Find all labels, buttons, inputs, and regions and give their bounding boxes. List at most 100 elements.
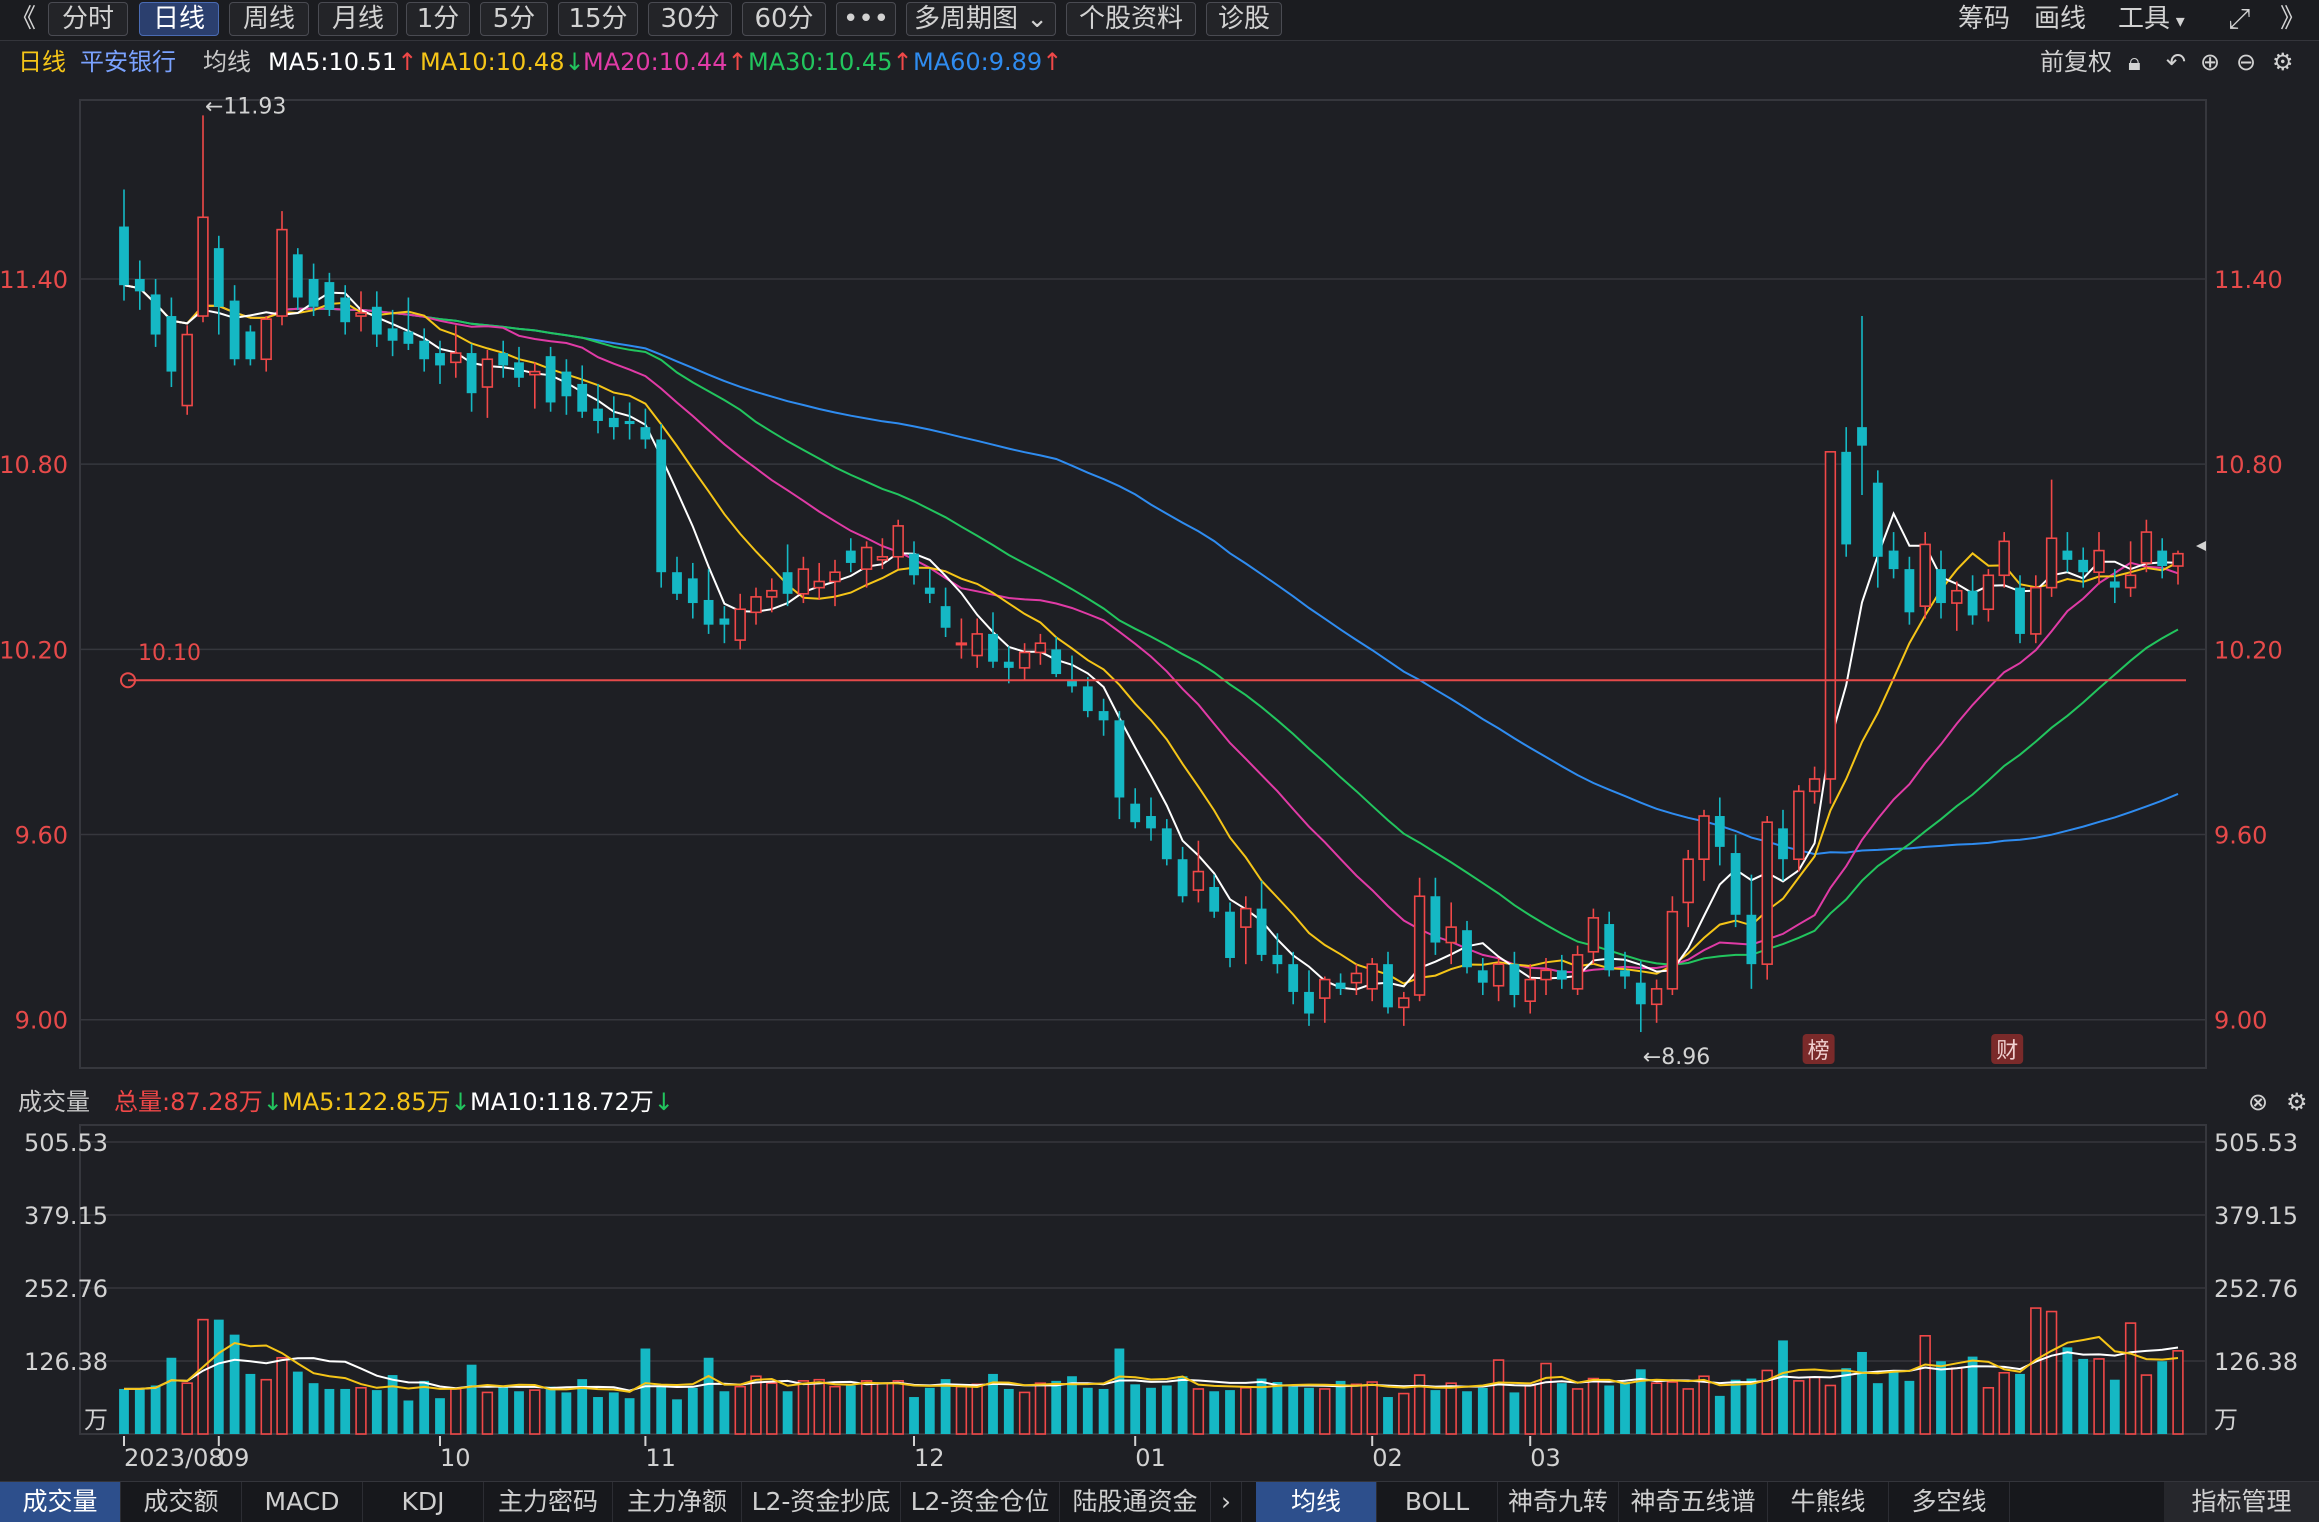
volume-bar: [181, 1382, 193, 1435]
candle-body: [782, 572, 793, 594]
fullscreen-icon[interactable]: ⤢: [2228, 2, 2251, 35]
high-price-label: ←11.93: [205, 94, 286, 119]
candle: [892, 519, 904, 570]
lock-icon[interactable]: 🔒︎: [2128, 48, 2141, 76]
settings-gear-icon[interactable]: ⚙: [2286, 1088, 2308, 1116]
period-tab-5min[interactable]: 5分: [480, 2, 548, 36]
close-panel-icon[interactable]: ⊗: [2248, 1088, 2269, 1116]
candle-body: [1524, 978, 1536, 1002]
settings-gear-icon[interactable]: ⚙: [2272, 48, 2294, 76]
volume-bar: [577, 1379, 588, 1434]
volume-bar: [197, 1318, 209, 1435]
period-toolbar: 《 分时 日线 周线 月线 1分 5分 15分 30分 60分 ••• 多周期图…: [0, 0, 2319, 41]
tab-main-force-net[interactable]: 主力净额: [613, 1482, 742, 1522]
candle: [1936, 550, 1946, 619]
volume-title[interactable]: 成交量: [18, 1088, 90, 1116]
candle: [1698, 809, 1710, 881]
period-tab-1min[interactable]: 1分: [406, 2, 470, 36]
tab-long-short[interactable]: 多空线: [1889, 1482, 2010, 1522]
candle: [1130, 788, 1141, 829]
volume-bar: [1177, 1376, 1188, 1434]
volume-bar: [1841, 1368, 1852, 1434]
stock-name[interactable]: 平安银行: [80, 48, 176, 76]
tab-boll[interactable]: BOLL: [1377, 1482, 1498, 1522]
volume-bar: [1951, 1367, 1963, 1435]
candle: [1304, 970, 1314, 1026]
zoom-out-icon[interactable]: ⊖: [2236, 48, 2257, 76]
ma-label[interactable]: 均线: [203, 48, 251, 76]
candle-body: [292, 254, 303, 298]
volume-bar: [1982, 1386, 1995, 1435]
diagnosis-button[interactable]: 诊股: [1206, 2, 1282, 36]
volume-bar: [1714, 1395, 1725, 1434]
volume-bar: [1082, 1387, 1093, 1434]
candle-body: [119, 226, 129, 286]
candle-body: [1509, 964, 1520, 996]
zoom-in-icon[interactable]: ⊕: [2200, 48, 2221, 76]
candle: [2045, 479, 2058, 597]
tab-magic-nine[interactable]: 神奇九转: [1498, 1482, 1619, 1522]
candle-body: [1604, 924, 1615, 971]
volume-bar: [813, 1378, 825, 1435]
volume-bar: [1698, 1375, 1710, 1435]
volume-bar: [656, 1386, 667, 1434]
period-tab-15min[interactable]: 15分: [558, 2, 638, 36]
candle: [276, 211, 288, 326]
candle: [1587, 908, 1600, 965]
volume-bar: [971, 1383, 983, 1435]
chevron-right-icon[interactable]: ›: [1211, 1482, 1242, 1522]
volume-bar: [1824, 1384, 1837, 1435]
volume-bar: [1288, 1386, 1299, 1434]
tab-volume[interactable]: 成交量: [0, 1482, 121, 1522]
tab-l2-bottom[interactable]: L2-资金抄底: [742, 1482, 901, 1522]
tab-bull-bear[interactable]: 牛熊线: [1768, 1482, 1889, 1522]
candle: [181, 325, 193, 415]
tab-macd[interactable]: MACD: [242, 1482, 363, 1522]
stock-info-button[interactable]: 个股资料: [1066, 2, 1196, 36]
candle: [324, 272, 335, 317]
undo-icon[interactable]: ↶: [2166, 48, 2187, 76]
candle: [529, 362, 541, 409]
volume-bar: [687, 1387, 698, 1434]
draw-button[interactable]: 画线: [2034, 4, 2087, 34]
tab-l2-position[interactable]: L2-资金仓位: [901, 1482, 1060, 1522]
candle-body: [181, 333, 193, 407]
candle-body: [1383, 964, 1393, 1008]
price-tick-label-left: 10.80: [0, 451, 68, 479]
candle: [608, 396, 619, 440]
volume-bar: [672, 1399, 682, 1434]
adjust-dropdown[interactable]: 前复权: [2040, 48, 2112, 76]
candle: [1620, 951, 1630, 989]
indicator-manage-button[interactable]: 指标管理: [2164, 1482, 2319, 1522]
period-tab-60min[interactable]: 60分: [742, 2, 826, 36]
collapse-right-icon[interactable]: 》: [2280, 4, 2307, 34]
tab-main-force-code[interactable]: 主力密码: [484, 1482, 613, 1522]
period-tab-daily[interactable]: 日线: [139, 2, 219, 36]
multi-period-dropdown[interactable]: 多周期图 ⌄: [906, 2, 1056, 36]
tools-button[interactable]: 工具 ▾: [2118, 2, 2185, 39]
tab-northbound[interactable]: 陆股通资金: [1060, 1482, 1211, 1522]
ma30-line: [123, 284, 2179, 966]
candle-body: [1288, 964, 1299, 992]
tab-turnover[interactable]: 成交额: [121, 1482, 242, 1522]
candle: [860, 541, 873, 588]
tab-ma[interactable]: 均线: [1256, 1482, 1377, 1522]
volume-bar: [1067, 1376, 1077, 1434]
tab-magic-five[interactable]: 神奇五线谱: [1619, 1482, 1768, 1522]
volume-bar: [1477, 1387, 1488, 1434]
period-tab-monthly[interactable]: 月线: [318, 2, 398, 36]
candle: [1288, 951, 1299, 1005]
period-tab-30min[interactable]: 30分: [648, 2, 732, 36]
candle: [2062, 532, 2073, 573]
tab-kdj[interactable]: KDJ: [363, 1482, 484, 1522]
collapse-left-icon[interactable]: 《: [10, 4, 37, 34]
candle: [1967, 575, 1978, 625]
period-tab-weekly[interactable]: 周线: [229, 2, 309, 36]
period-tab-intraday[interactable]: 分时: [48, 2, 128, 36]
more-periods-button[interactable]: •••: [836, 2, 896, 36]
candle: [909, 541, 919, 585]
chips-button[interactable]: 筹码: [1958, 4, 2011, 34]
candle: [1998, 532, 2010, 588]
volume-panel-frame: [79, 1124, 2207, 1435]
